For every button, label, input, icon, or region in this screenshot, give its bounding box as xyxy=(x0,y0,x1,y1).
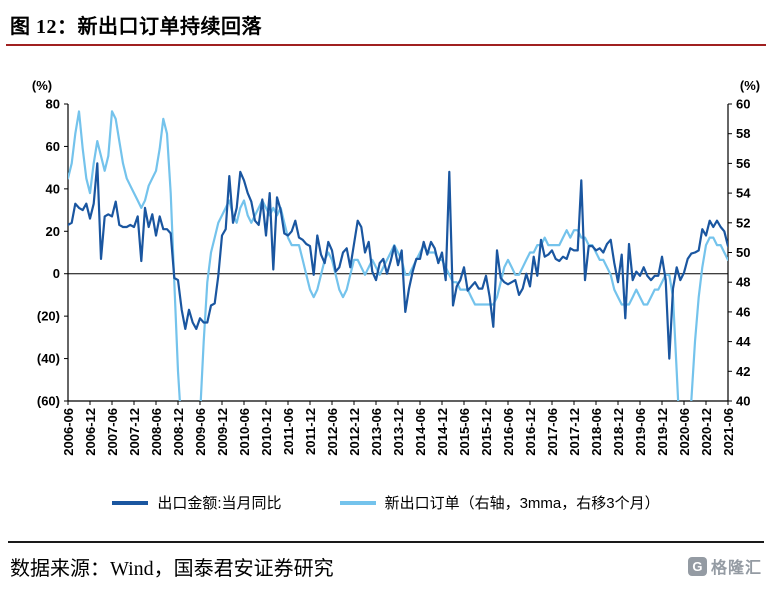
source-row: 数据来源：Wind，国泰君安证券研究 G 格隆汇 xyxy=(10,547,762,585)
svg-text:58: 58 xyxy=(736,126,750,141)
svg-text:2012-12: 2012-12 xyxy=(347,408,362,456)
svg-text:2006-12: 2006-12 xyxy=(83,408,98,456)
svg-text:2021-06: 2021-06 xyxy=(721,408,736,456)
figure-title: 图 12：新出口订单持续回落 xyxy=(10,16,262,38)
svg-text:2015-06: 2015-06 xyxy=(457,408,472,456)
svg-text:20: 20 xyxy=(46,224,60,239)
svg-text:2014-12: 2014-12 xyxy=(435,408,450,456)
svg-text:2018-06: 2018-06 xyxy=(589,408,604,456)
legend-swatch-export xyxy=(112,500,149,505)
legend-label-orders: 新出口订单（右轴，3mma，右移3个月） xyxy=(384,495,660,512)
source-divider xyxy=(8,541,764,543)
svg-text:2015-12: 2015-12 xyxy=(479,408,494,456)
svg-text:2017-12: 2017-12 xyxy=(567,408,582,456)
svg-text:60: 60 xyxy=(46,139,60,154)
svg-text:2007-12: 2007-12 xyxy=(127,408,142,456)
svg-text:2009-12: 2009-12 xyxy=(215,408,230,456)
title-divider xyxy=(6,44,766,46)
svg-text:2014-06: 2014-06 xyxy=(413,408,428,456)
svg-text:2020-12: 2020-12 xyxy=(699,408,714,456)
chart-canvas: (%) (%) 80 60 40 20 0 (20) (40) (60) 60 58 56 54 52 50 4… xyxy=(32,78,760,456)
svg-text:2012-06: 2012-06 xyxy=(325,408,340,456)
svg-text:0: 0 xyxy=(53,266,60,281)
svg-text:80: 80 xyxy=(46,97,60,112)
svg-text:40: 40 xyxy=(46,181,60,196)
svg-text:2007-06: 2007-06 xyxy=(105,408,120,456)
svg-text:50: 50 xyxy=(736,245,750,260)
svg-text:(%): (%) xyxy=(32,78,52,93)
svg-text:2019-06: 2019-06 xyxy=(633,408,648,456)
svg-text:56: 56 xyxy=(736,156,750,171)
svg-text:2010-12: 2010-12 xyxy=(259,408,274,456)
svg-text:44: 44 xyxy=(736,334,751,349)
gelonghui-brand-text: 格隆汇 xyxy=(710,560,762,577)
legend-label-export: 出口金额:当月同比 xyxy=(157,495,282,512)
svg-text:2016-06: 2016-06 xyxy=(501,408,516,456)
svg-text:2008-12: 2008-12 xyxy=(171,408,186,456)
svg-text:2011-12: 2011-12 xyxy=(303,408,318,455)
legend-item-orders: 新出口订单（右轴，3mma，右移3个月） xyxy=(339,492,660,513)
svg-text:46: 46 xyxy=(736,304,750,319)
svg-text:2020-06: 2020-06 xyxy=(677,408,692,456)
legend-item-export: 出口金额:当月同比 xyxy=(112,492,282,513)
svg-text:40: 40 xyxy=(736,394,750,409)
svg-text:2016-12: 2016-12 xyxy=(523,408,538,456)
gelonghui-icon: G xyxy=(687,556,707,576)
gelonghui-logo: G 格隆汇 xyxy=(687,554,762,578)
svg-text:2006-06: 2006-06 xyxy=(61,408,76,456)
chart-legend: 出口金额:当月同比 新出口订单（右轴，3mma，右移3个月） xyxy=(0,492,772,513)
svg-text:2010-06: 2010-06 xyxy=(237,408,252,456)
svg-text:(20): (20) xyxy=(37,309,60,324)
svg-text:54: 54 xyxy=(736,186,751,201)
svg-text:2013-06: 2013-06 xyxy=(369,408,384,456)
svg-text:(%): (%) xyxy=(740,78,760,93)
svg-text:2013-12: 2013-12 xyxy=(391,408,406,456)
svg-text:2011-06: 2011-06 xyxy=(281,408,296,455)
svg-text:(40): (40) xyxy=(37,351,60,366)
svg-text:2019-12: 2019-12 xyxy=(655,408,670,456)
svg-text:52: 52 xyxy=(736,215,750,230)
svg-text:60: 60 xyxy=(736,97,750,112)
data-source-text: 数据来源：Wind，国泰君安证券研究 xyxy=(10,557,334,580)
svg-text:42: 42 xyxy=(736,364,750,379)
svg-text:2017-06: 2017-06 xyxy=(545,408,560,456)
svg-text:2008-06: 2008-06 xyxy=(149,408,164,456)
svg-text:2009-06: 2009-06 xyxy=(193,408,208,456)
svg-text:2018-12: 2018-12 xyxy=(611,408,626,456)
legend-swatch-orders xyxy=(339,500,376,505)
svg-text:(60): (60) xyxy=(37,394,60,409)
svg-text:48: 48 xyxy=(736,275,750,290)
